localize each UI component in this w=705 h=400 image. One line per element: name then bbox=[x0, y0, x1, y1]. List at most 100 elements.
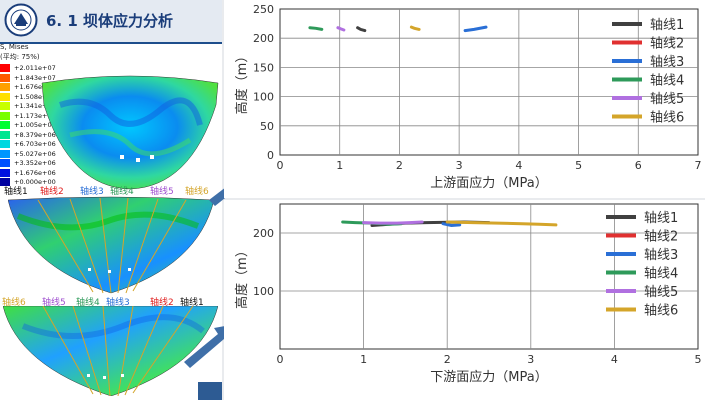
legend-label: 轴线6 bbox=[650, 111, 684, 126]
legend-row: +6.703e+06 bbox=[0, 140, 60, 149]
series-line bbox=[356, 26, 367, 33]
axis-line-label: 轴线5 bbox=[150, 187, 174, 197]
legend-text: +3.352e+06 bbox=[14, 159, 56, 167]
y-tick-label: 50 bbox=[260, 120, 274, 133]
x-tick-label: 3 bbox=[527, 353, 534, 366]
series-line bbox=[362, 220, 424, 225]
y-tick-label: 200 bbox=[253, 32, 274, 45]
series-line bbox=[336, 26, 346, 32]
axis-line-label: 轴线4 bbox=[76, 298, 100, 308]
downstream-stress-chart: 0 1 2 3 4 5 100 200 下游面应力（MPa） 高度（m） 轴线1 轴线2 轴线3 轴线4 轴… bbox=[224, 200, 705, 400]
legend-swatch bbox=[0, 64, 10, 72]
x-tick-label: 4 bbox=[515, 159, 522, 172]
x-tick-label: 7 bbox=[695, 159, 702, 172]
legend-row: +1.173e+07 bbox=[0, 111, 60, 121]
legend-row: +1.676e+06 bbox=[0, 168, 60, 178]
legend-row: +1.005e+07 bbox=[0, 121, 60, 130]
legend-label: 轴线1 bbox=[650, 18, 684, 33]
legend-label: 轴线6 bbox=[644, 304, 678, 319]
legend-label: 轴线5 bbox=[644, 285, 678, 300]
axis-line-label: 轴线3 bbox=[106, 298, 130, 308]
legend-text: +2.011e+07 bbox=[14, 64, 56, 72]
y-tick-label: 250 bbox=[253, 3, 274, 16]
dam-contour-view-2 bbox=[8, 196, 214, 294]
legend-swatch bbox=[0, 73, 10, 82]
field-label: S, Mises bbox=[0, 43, 29, 51]
axis-line-label: 轴线3 bbox=[80, 187, 104, 197]
y-axis-label: 高度（m） bbox=[234, 50, 250, 115]
series-line bbox=[445, 220, 558, 227]
x-tick-label: 3 bbox=[456, 159, 463, 172]
x-tick-label: 6 bbox=[635, 159, 642, 172]
legend-label: 轴线2 bbox=[650, 37, 684, 52]
slide-title: 6. 1 坝体应力分析 bbox=[46, 12, 174, 30]
legend-text: +1.676e+07 bbox=[14, 83, 56, 91]
legend-swatch bbox=[0, 121, 10, 129]
x-tick-label: 1 bbox=[360, 353, 367, 366]
legend-row: +5.027e+06 bbox=[0, 149, 60, 159]
legend-label: 轴线4 bbox=[650, 74, 684, 89]
axis-labels-row-2: 轴线6 轴线5 轴线4 轴线3 轴线2 轴线1 bbox=[0, 295, 222, 308]
x-axis-label: 上游面应力（MPa） bbox=[430, 175, 547, 191]
upstream-stress-chart: 0 1 2 3 4 5 6 7 0 50 100 150 200 250 上游面应力（MPa） 高度（m） 轴线… bbox=[224, 0, 705, 198]
arrow-to-downstream-chart-icon bbox=[184, 324, 236, 368]
axis-line-label: 轴线1 bbox=[180, 298, 204, 308]
slide-footer-bar bbox=[198, 382, 222, 400]
y-tick-label: 100 bbox=[253, 285, 274, 298]
legend-swatch bbox=[0, 130, 10, 139]
legend-label: 轴线3 bbox=[644, 248, 678, 263]
legend-label: 轴线4 bbox=[644, 267, 678, 282]
y-axis-label: 高度（m） bbox=[234, 244, 250, 309]
series-line bbox=[308, 26, 324, 31]
axis-line-label: 轴线4 bbox=[110, 187, 134, 197]
legend-swatch bbox=[0, 159, 10, 167]
legend-row: +1.341e+07 bbox=[0, 102, 60, 111]
x-tick-label: 2 bbox=[444, 353, 451, 366]
slide-header: 6. 1 坝体应力分析 bbox=[0, 0, 222, 44]
legend-row: +1.676e+07 bbox=[0, 83, 60, 92]
axis-line-label: 轴线6 bbox=[2, 298, 26, 308]
axis-line-label: 轴线5 bbox=[42, 298, 66, 308]
legend-label: 轴线3 bbox=[650, 55, 684, 70]
legend-swatch bbox=[0, 83, 10, 91]
legend-text: +8.379e+06 bbox=[14, 130, 56, 139]
legend-text: +1.676e+06 bbox=[14, 168, 56, 177]
x-axis-label: 下游面应力（MPa） bbox=[430, 369, 547, 385]
axis-line-label: 轴线6 bbox=[185, 187, 209, 197]
legend-label: 轴线2 bbox=[644, 230, 678, 245]
y-tick-label: 0 bbox=[267, 149, 274, 162]
x-tick-label: 2 bbox=[396, 159, 403, 172]
legend-text: +0.000e+00 bbox=[14, 178, 56, 186]
x-tick-label: 5 bbox=[695, 353, 702, 366]
legend-row: +0.000e+00 bbox=[0, 178, 60, 187]
axis-line-label: 轴线2 bbox=[150, 298, 174, 308]
legend-swatch bbox=[0, 178, 10, 186]
series-line bbox=[441, 222, 462, 228]
series-line bbox=[463, 25, 488, 33]
legend-text: +1.005e+07 bbox=[14, 121, 56, 129]
legend-swatch bbox=[0, 111, 10, 120]
legend-swatch bbox=[0, 102, 10, 110]
legend-row: +8.379e+06 bbox=[0, 130, 60, 140]
legend-text: +6.703e+06 bbox=[14, 140, 56, 148]
x-tick-label: 1 bbox=[336, 159, 343, 172]
x-tick-label: 0 bbox=[277, 353, 284, 366]
axis-line-label: 轴线2 bbox=[40, 187, 64, 197]
university-logo-icon bbox=[4, 3, 38, 37]
left-panel: 6. 1 坝体应力分析 S, Mises (平均: 75%) +2.011e+0… bbox=[0, 0, 222, 400]
legend-swatch bbox=[0, 149, 10, 158]
legend-swatch bbox=[0, 92, 10, 101]
legend-row: +2.011e+07 bbox=[0, 64, 60, 73]
legend-row: +1.843e+07 bbox=[0, 73, 60, 83]
legend-text: +1.843e+07 bbox=[14, 73, 56, 82]
legend-label: 轴线5 bbox=[650, 92, 684, 107]
dam-contour-view-1 bbox=[41, 75, 219, 190]
legend-text: +1.173e+07 bbox=[14, 111, 56, 120]
plot-area bbox=[279, 8, 699, 156]
legend-text: +5.027e+06 bbox=[14, 149, 56, 158]
y-tick-label: 150 bbox=[253, 61, 274, 74]
legend-swatch bbox=[0, 140, 10, 148]
dam-contour-view-3 bbox=[3, 306, 218, 396]
x-tick-label: 0 bbox=[277, 159, 284, 172]
